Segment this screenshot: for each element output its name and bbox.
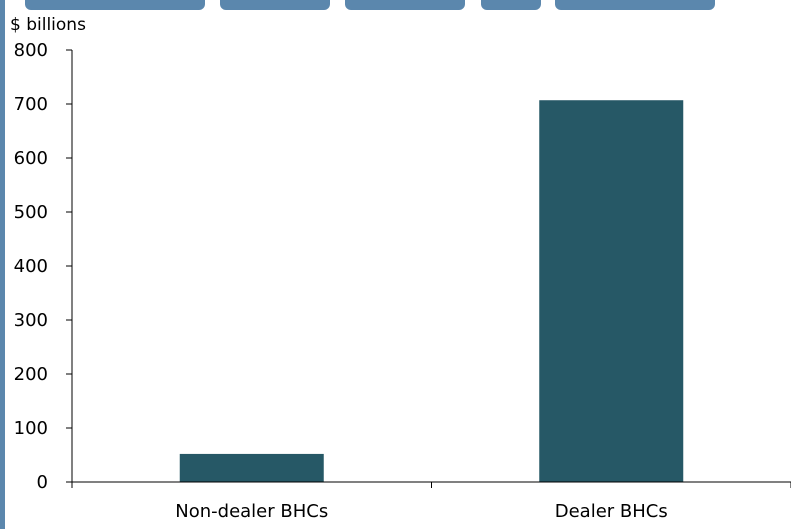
y-tick-label: 700	[14, 94, 48, 115]
y-tick-label: 300	[14, 310, 48, 331]
y-tick-label: 200	[14, 364, 48, 385]
cropped-title-fragment	[5, 0, 791, 11]
accent-stripe	[0, 0, 5, 529]
y-tick-label: 500	[14, 202, 48, 223]
y-tick-label: 800	[14, 40, 48, 61]
bar-non-dealer-bhcs	[179, 453, 324, 482]
y-axis-unit-label: $ billions	[10, 15, 86, 35]
y-tick-label: 0	[37, 472, 48, 493]
x-tick-label: Dealer BHCs	[555, 501, 668, 522]
y-tick-label: 100	[14, 418, 48, 439]
y-axis-ticks: 0 100 200 300 400 500 600 700 800	[14, 40, 72, 493]
y-tick-label: 400	[14, 256, 48, 277]
bars	[179, 100, 684, 482]
y-tick-label: 600	[14, 148, 48, 169]
bar-dealer-bhcs	[539, 100, 684, 482]
x-tick-label: Non-dealer BHCs	[175, 501, 328, 522]
x-axis-ticks: Non-dealer BHCs Dealer BHCs	[71, 482, 791, 522]
